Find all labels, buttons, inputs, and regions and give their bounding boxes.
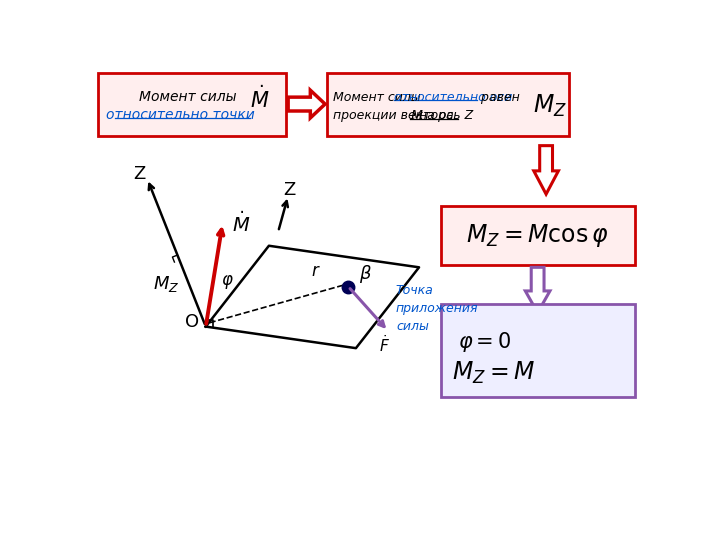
Text: $M_Z = M\cos\varphi$: $M_Z = M\cos\varphi$ <box>467 222 609 249</box>
FancyBboxPatch shape <box>441 206 634 265</box>
Text: Момент силы: Момент силы <box>333 91 425 104</box>
Text: проекции вектора: проекции вектора <box>333 109 454 122</box>
Text: Z: Z <box>284 180 296 199</box>
Text: $M$: $M$ <box>410 109 423 123</box>
Text: $M_Z$: $M_Z$ <box>533 92 567 119</box>
Polygon shape <box>288 90 325 118</box>
Text: $r$: $r$ <box>311 262 320 280</box>
Text: на ось Z: на ось Z <box>419 109 473 122</box>
Polygon shape <box>526 267 550 313</box>
Text: $M_Z = M$: $M_Z = M$ <box>452 360 536 386</box>
Text: $\dot{M}$: $\dot{M}$ <box>250 85 269 112</box>
Text: $\beta$: $\beta$ <box>359 263 372 285</box>
FancyBboxPatch shape <box>98 72 286 136</box>
FancyBboxPatch shape <box>328 72 570 136</box>
Text: относительно точки: относительно точки <box>106 108 255 122</box>
Text: относительно оси: относительно оси <box>395 91 513 104</box>
FancyBboxPatch shape <box>441 303 634 397</box>
Polygon shape <box>534 146 559 194</box>
Text: $\dot{M}$: $\dot{M}$ <box>232 212 251 237</box>
Text: Точка
приложения
силы: Точка приложения силы <box>396 284 479 333</box>
Text: Момент силы: Момент силы <box>139 90 237 104</box>
Text: $\varphi = 0$: $\varphi = 0$ <box>459 330 512 354</box>
Text: O: O <box>185 313 199 331</box>
Text: $M_Z$: $M_Z$ <box>153 274 179 294</box>
Text: $\dot{F}$: $\dot{F}$ <box>379 334 390 355</box>
Text: равен: равен <box>477 91 520 104</box>
Text: $\varphi$: $\varphi$ <box>221 273 234 291</box>
Text: Z: Z <box>133 165 145 183</box>
